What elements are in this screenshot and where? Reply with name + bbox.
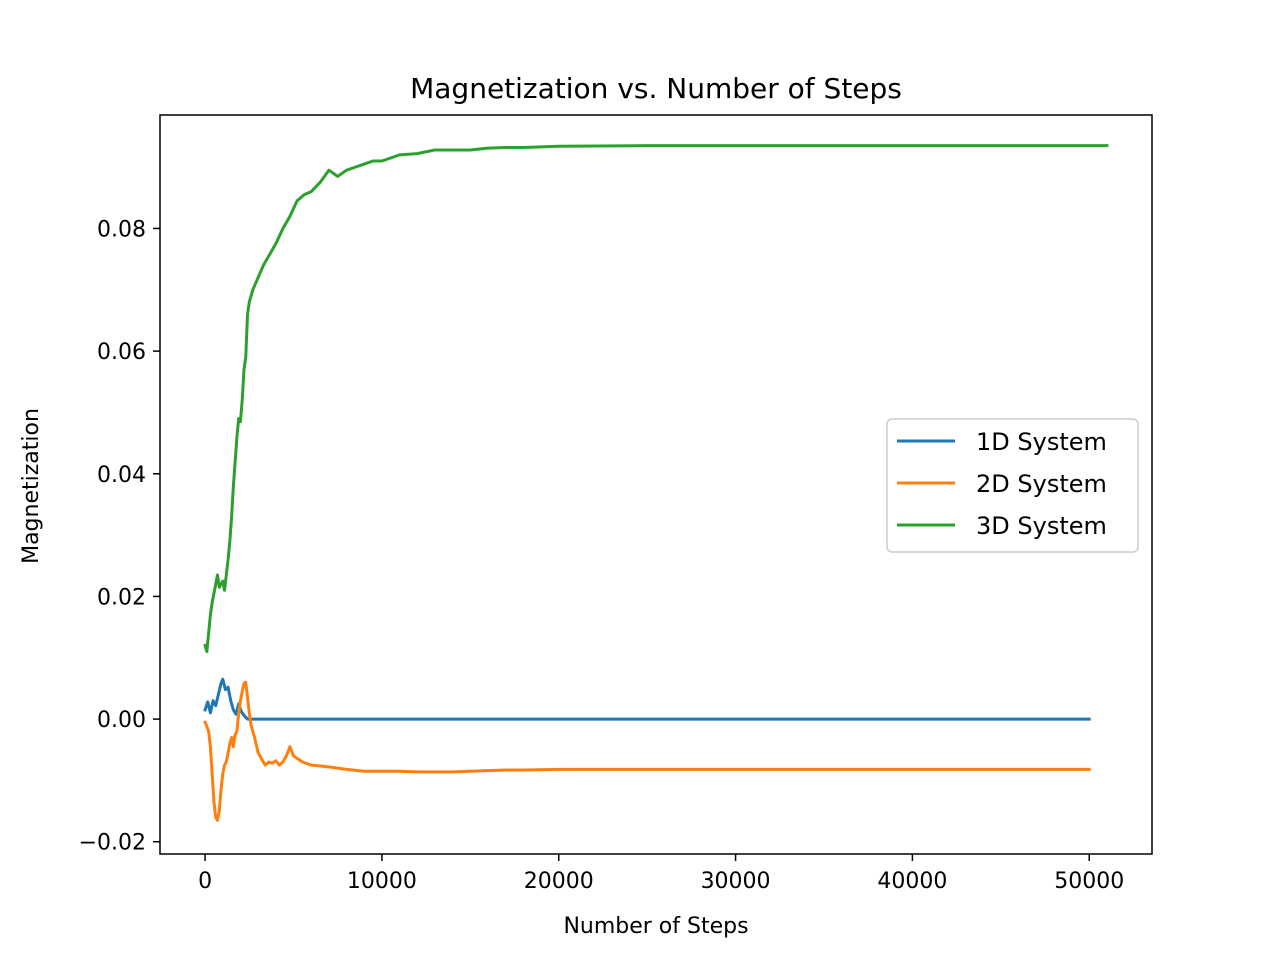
x-tick-label: 10000 xyxy=(347,869,417,894)
y-axis-ticks: −0.02 0.00 0.02 0.04 0.06 0.08 xyxy=(79,217,160,856)
x-tick-label: 40000 xyxy=(877,869,947,894)
series-line-1d-system xyxy=(203,677,1091,721)
y-tick-label: 0.02 xyxy=(97,585,146,610)
y-tick-label: −0.02 xyxy=(79,831,146,856)
series-line-3d-system xyxy=(203,144,1109,654)
plot-frame xyxy=(159,114,1153,855)
legend-label-1d-system: 1D System xyxy=(976,428,1107,456)
y-tick-label: 0.04 xyxy=(97,463,146,488)
legend-label-2d-system: 2D System xyxy=(976,470,1107,498)
x-tick-label: 30000 xyxy=(701,869,771,894)
legend-label-3d-system: 3D System xyxy=(976,512,1107,540)
x-tick-label: 20000 xyxy=(524,869,594,894)
y-tick-label: 0.00 xyxy=(97,708,146,733)
series-line-2d-system xyxy=(203,680,1091,822)
x-tick-label: 0 xyxy=(198,869,212,894)
chart-title: Magnetization vs. Number of Steps xyxy=(410,72,902,105)
y-axis-label: Magnetization xyxy=(19,408,44,564)
y-tick-label: 0.08 xyxy=(97,217,146,242)
legend: 1D System 2D System 3D System xyxy=(886,418,1139,553)
x-axis-ticks: 0 10000 20000 30000 40000 50000 xyxy=(198,854,1124,894)
x-axis-label: Number of Steps xyxy=(563,914,748,939)
legend-box xyxy=(886,418,1139,553)
y-tick-label: 0.06 xyxy=(97,340,146,365)
plot-lines xyxy=(203,144,1109,822)
x-tick-label: 50000 xyxy=(1054,869,1124,894)
